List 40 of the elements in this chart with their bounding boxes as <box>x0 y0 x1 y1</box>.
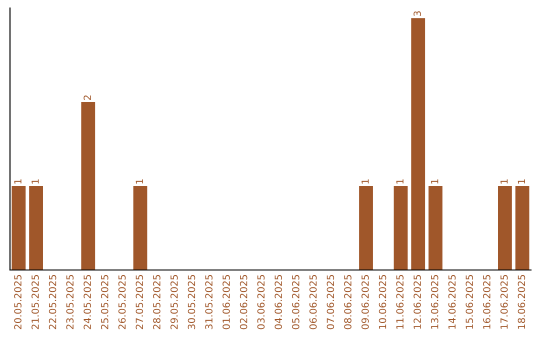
x-tick-label: 25.05.2025 <box>100 275 108 330</box>
data-label: 1 <box>518 179 525 184</box>
x-tick-label: 23.05.2025 <box>66 275 74 330</box>
x-tick-label: 22.05.2025 <box>48 275 56 330</box>
x-tick-label: 10.06.2025 <box>378 275 386 329</box>
data-label: 1 <box>136 179 143 184</box>
data-label: 1 <box>396 179 404 184</box>
x-tick-label: 13.06.2025 <box>430 275 438 329</box>
x-tick-label: 11.06.2025 <box>396 275 404 329</box>
x-tick-label: 24.05.2025 <box>84 275 91 330</box>
x-tick-label: 12.06.2025 <box>414 275 421 329</box>
data-label: 2 <box>84 95 91 100</box>
data-label: 1 <box>32 179 39 184</box>
x-tick-label: 04.06.2025 <box>274 275 282 330</box>
x-tick-label: 26.05.2025 <box>118 275 126 330</box>
x-tick-label: 31.05.2025 <box>205 275 213 330</box>
x-tick-label: 14.06.2025 <box>448 275 456 329</box>
x-tick-label: 20.05.2025 <box>14 275 22 330</box>
x-tick-label: 28.05.2025 <box>153 275 160 330</box>
data-label: 1 <box>14 179 22 184</box>
x-tick-label: 16.06.2025 <box>483 275 490 329</box>
data-label: 1 <box>431 179 438 184</box>
data-label: 1 <box>362 179 369 184</box>
x-tick-label: 06.06.2025 <box>309 275 317 330</box>
x-tick-label: 01.06.2025 <box>222 275 230 330</box>
x-tick-label: 05.06.2025 <box>292 275 300 330</box>
x-tick-label: 18.06.2025 <box>518 275 526 329</box>
x-tick-label: 21.05.2025 <box>32 275 39 330</box>
data-label: 3 <box>414 11 421 16</box>
x-tick-label: 08.06.2025 <box>344 275 352 330</box>
x-tick-label: 02.06.2025 <box>240 275 248 330</box>
x-tick-label: 30.05.2025 <box>188 275 196 330</box>
x-tick-label: 07.06.2025 <box>326 275 334 330</box>
x-tick-label: 27.05.2025 <box>136 275 144 330</box>
x-tick-label: 15.06.2025 <box>466 275 474 329</box>
data-label: 1 <box>500 179 508 184</box>
x-tick-label: 29.05.2025 <box>170 275 178 330</box>
x-tick-label: 17.06.2025 <box>500 275 508 329</box>
x-tick-label: 09.06.2025 <box>361 275 369 330</box>
x-tick-label: 03.06.2025 <box>257 275 265 330</box>
